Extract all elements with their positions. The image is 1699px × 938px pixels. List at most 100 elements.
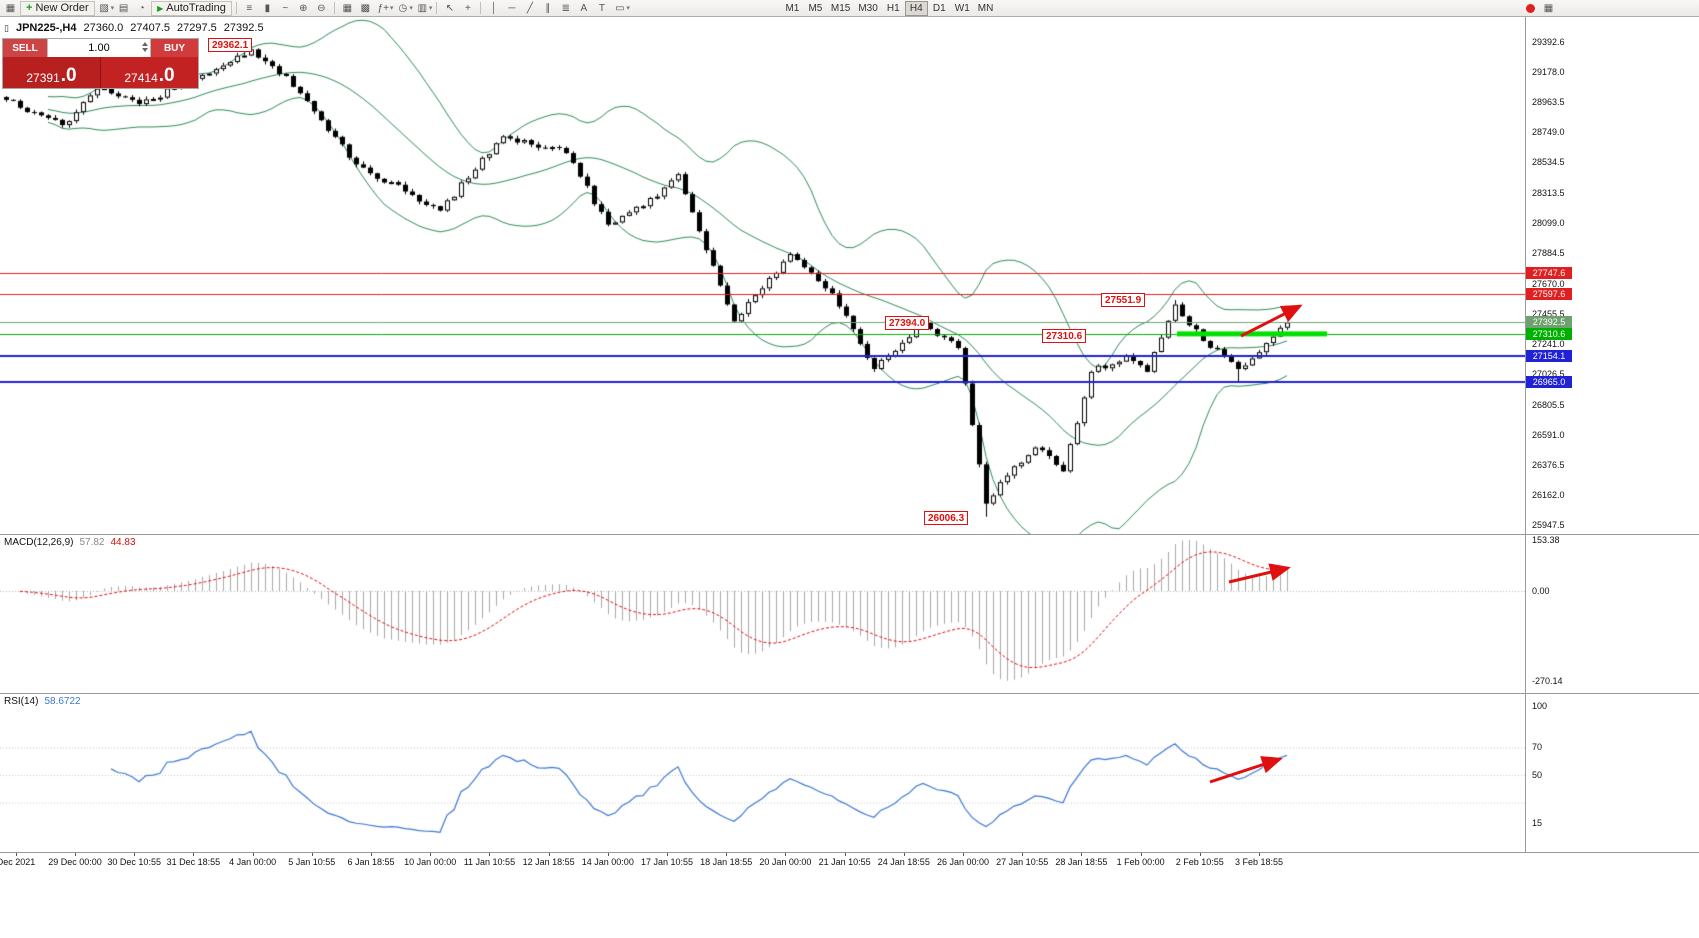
macd-indicator-label: MACD(12,26,9) 57.82 44.83 (4, 537, 136, 548)
macd-scale-label: -270.14 (1532, 675, 1563, 686)
new-chart-icon[interactable]: ▧ (99, 2, 109, 14)
stepper-up-icon[interactable] (142, 42, 148, 46)
stepper-down-icon[interactable] (142, 48, 148, 52)
price-badge: 27310.6 (1526, 327, 1572, 340)
timeframe-H4[interactable]: H4 (904, 0, 928, 16)
toolbar-separator (436, 2, 438, 14)
timeframe-D1[interactable]: D1 (928, 1, 951, 16)
price-annotation[interactable]: 27310.6 (1042, 329, 1087, 343)
text-icon[interactable]: A (580, 2, 588, 14)
time-label: 3 Feb 18:55 (1234, 857, 1284, 867)
time-label: Dec 2021 (0, 857, 36, 867)
buy-price-big: .0 (158, 65, 175, 86)
volume-input[interactable]: 1.00 (47, 39, 151, 57)
time-label: 1 Feb 00:00 (1116, 857, 1165, 867)
trendline-icon[interactable]: ╱ (526, 2, 533, 14)
candle-mini-icon: ▯ (4, 22, 9, 33)
ohlc-close: 27392.5 (223, 22, 264, 34)
time-tick-mark (1140, 853, 1142, 856)
time-tick-mark (16, 853, 17, 856)
time-label: 10 Jan 00:00 (404, 857, 457, 867)
periods-dropdown-icon[interactable]: ▾ (409, 5, 413, 12)
time-label: 30 Dec 10:55 (107, 857, 161, 867)
zoom-in-icon[interactable]: ⊕ (299, 2, 308, 14)
time-tick-mark (963, 853, 964, 856)
macd-canvas[interactable] (0, 535, 1525, 693)
timeframe-M5[interactable]: M5 (804, 1, 827, 16)
text-label-icon[interactable]: T (598, 2, 605, 14)
cascade-windows-icon[interactable]: ▩ (360, 2, 371, 14)
shapes-dropdown-icon[interactable]: ▾ (626, 5, 630, 12)
templates-dropdown-icon[interactable]: ▾ (428, 5, 433, 12)
buy-price[interactable]: 27414.0 (101, 57, 198, 88)
price-annotation[interactable]: 26006.3 (924, 511, 969, 525)
price-tick: 27455.5 (1532, 308, 1565, 319)
timeframe-M1[interactable]: M1 (781, 1, 804, 16)
notification-dot-icon[interactable] (1526, 3, 1535, 13)
crosshair-icon[interactable]: + (464, 2, 471, 14)
grid-icon[interactable]: ▦ (1543, 2, 1554, 14)
macd-scale-label: 0.00 (1532, 586, 1550, 596)
time-axis[interactable]: Dec 2021 29 Dec 00:00 30 Dec 10:55 31 Dec 1… (0, 853, 1699, 871)
autotrading-button[interactable]: ▶ AutoTrading (151, 0, 232, 16)
chart-area[interactable]: 29362.1 27551.9 27394.0 27310.6 26006.3 ▯ JP… (0, 17, 1699, 938)
rsi-scale-label: 100 (1532, 701, 1548, 711)
autotrading-label: AutoTrading (166, 2, 226, 14)
panel-separator[interactable] (0, 693, 1699, 694)
cursor-icon[interactable]: ↖ (445, 2, 455, 14)
bar-chart-icon[interactable]: ≡ (246, 2, 253, 14)
price-badge: 27747.6 (1526, 266, 1572, 279)
timeframe-M30[interactable]: M30 (854, 1, 881, 16)
timeframe-W1[interactable]: W1 (951, 1, 974, 16)
panel-separator (0, 852, 1699, 853)
indicators-icon[interactable]: ƒ+ (377, 2, 390, 14)
time-tick-mark (252, 853, 254, 856)
periods-icon[interactable]: ◷ (398, 2, 408, 14)
price-scale[interactable]: 29392.6 29178.0 28963.5 28749.0 28534.5 28313… (1526, 17, 1699, 534)
toolbar-separator (480, 2, 482, 14)
price-annotation[interactable]: 27551.9 (1101, 293, 1146, 307)
sell-price[interactable]: 27391.0 (3, 57, 101, 88)
indicators-dropdown-icon[interactable]: ▾ (389, 5, 394, 12)
chart-tab-icon[interactable]: ▦ (5, 2, 16, 14)
macd-scale: 153.38 0.00 -270.14 (1526, 535, 1699, 693)
zoom-out-icon[interactable]: ⊖ (317, 2, 326, 14)
channel-icon[interactable]: ∥ (545, 2, 551, 14)
refresh-icon[interactable]: ◔ (138, 2, 145, 14)
shapes-icon[interactable]: ▭ (615, 2, 625, 14)
timeframe-M15[interactable]: M15 (827, 1, 854, 16)
rsi-canvas[interactable] (0, 694, 1525, 852)
buy-button[interactable]: BUY (151, 39, 198, 57)
volume-stepper[interactable] (142, 42, 148, 52)
ohlc-open: 27360.0 (83, 22, 124, 34)
ohlc-high: 27407.5 (130, 22, 171, 34)
horizontal-line-icon[interactable]: ─ (508, 2, 516, 14)
price-badge: 26965.0 (1526, 376, 1572, 389)
price-chart-canvas[interactable] (0, 17, 1525, 534)
tile-windows-icon[interactable]: ▦ (342, 2, 353, 14)
time-label: 31 Dec 18:55 (166, 857, 221, 867)
candlestick-chart-icon[interactable]: ▮ (264, 2, 271, 14)
timeframe-MN[interactable]: MN (974, 1, 998, 16)
price-tick: 25947.5 (1532, 520, 1565, 530)
new-order-button[interactable]: + New Order (20, 0, 95, 16)
new-chart-dropdown-icon[interactable]: ▾ (110, 5, 115, 12)
templates-icon[interactable]: ▥ (417, 2, 428, 14)
timeframe-H1[interactable]: H1 (882, 1, 905, 16)
fibonacci-icon[interactable]: ≣ (561, 2, 571, 14)
line-chart-icon[interactable]: ~ (282, 2, 289, 14)
price-annotation[interactable]: 29362.1 (208, 38, 253, 52)
time-label: 11 Jan 10:55 (463, 857, 516, 867)
price-tick: 28963.5 (1532, 97, 1565, 108)
vertical-line-icon[interactable]: │ (490, 2, 497, 14)
time-tick-mark (607, 853, 609, 856)
panel-separator[interactable] (0, 534, 1699, 535)
price-tick: 28534.5 (1532, 157, 1565, 168)
price-tick: 28313.5 (1532, 188, 1565, 199)
time-tick-mark (134, 853, 136, 856)
profiles-icon[interactable]: ▤ (118, 2, 129, 14)
time-label: 28 Jan 18:55 (1055, 857, 1108, 867)
sell-button[interactable]: SELL (3, 39, 47, 57)
price-badge: 27154.1 (1526, 349, 1572, 362)
price-annotation[interactable]: 27394.0 (885, 316, 930, 330)
